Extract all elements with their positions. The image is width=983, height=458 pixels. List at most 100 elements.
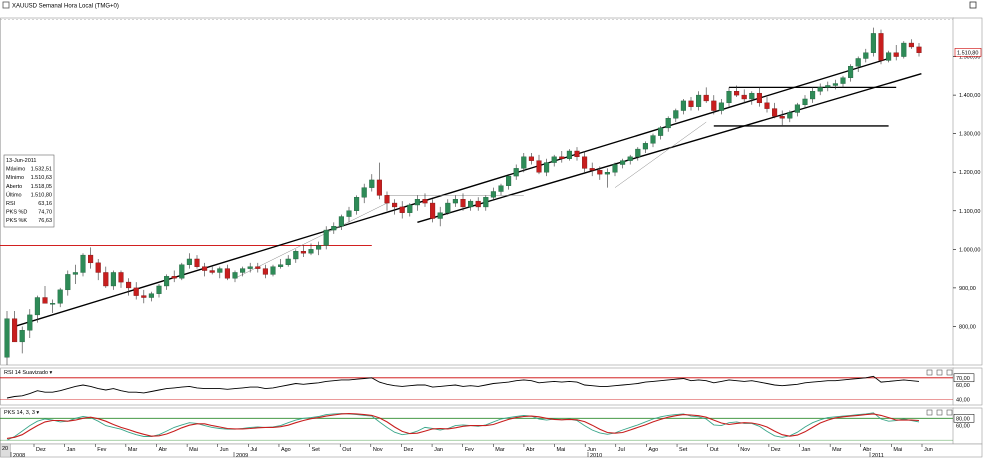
info-value: 1.532,51 xyxy=(31,167,52,173)
candle xyxy=(642,143,648,150)
candle xyxy=(749,92,755,100)
rsi-line xyxy=(6,375,920,399)
candle xyxy=(437,212,443,219)
candle xyxy=(262,268,268,275)
candle xyxy=(741,94,747,100)
pks-d-line xyxy=(6,413,920,439)
candle xyxy=(764,102,770,109)
rsi-panel-button[interactable] xyxy=(936,369,943,376)
candle xyxy=(483,197,489,208)
candle xyxy=(19,330,25,343)
price-axis xyxy=(952,17,983,366)
rsi-value-box xyxy=(953,373,975,383)
info-value: 63,16 xyxy=(38,201,52,207)
month-label: Ago xyxy=(281,447,291,453)
y-tick-label: 1.300,00 xyxy=(959,132,980,138)
candle xyxy=(50,303,56,305)
month-label: Set xyxy=(679,447,688,453)
candle xyxy=(27,314,33,331)
candle xyxy=(133,287,139,296)
candle xyxy=(95,262,101,273)
info-label: Mínimo xyxy=(6,175,24,181)
pks-panel-button[interactable] xyxy=(926,409,933,416)
month-label: Fev xyxy=(465,447,474,453)
month-label: Nov xyxy=(740,447,750,453)
time-axis-scroll[interactable] xyxy=(0,443,11,458)
last-price-label: 1.510,80 xyxy=(957,50,978,56)
helper-line xyxy=(234,202,388,279)
candle xyxy=(612,164,618,173)
y-tick-label: 1.000,00 xyxy=(959,247,980,253)
month-label: Dez xyxy=(771,447,781,453)
candle xyxy=(620,160,626,165)
title-bar xyxy=(0,0,983,10)
y-tick-label: 1.100,00 xyxy=(959,209,980,215)
pks-panel-button[interactable] xyxy=(936,409,943,416)
month-label: Set xyxy=(312,447,321,453)
candle xyxy=(475,200,481,208)
candle xyxy=(103,272,109,287)
pks-panel-button[interactable] xyxy=(946,409,953,416)
candle xyxy=(582,156,588,169)
month-label: Mar xyxy=(495,447,505,453)
candle xyxy=(680,100,686,111)
month-label: Abr xyxy=(158,447,167,453)
candle xyxy=(787,112,793,119)
info-label: Máximo xyxy=(6,167,25,173)
candle xyxy=(665,118,671,129)
chart-title: XAUUSD Semanal Hora Local (TMG+0) xyxy=(12,4,119,10)
candle xyxy=(772,108,778,117)
candle xyxy=(430,202,436,219)
candle xyxy=(460,199,466,208)
candle xyxy=(521,156,527,169)
pks-tick-label: 60,00 xyxy=(956,424,970,430)
candle xyxy=(870,33,876,53)
pks-value-label: 80,00 xyxy=(956,416,970,422)
candle xyxy=(589,168,595,171)
candle xyxy=(635,148,641,157)
month-label: Out xyxy=(710,447,719,453)
candle xyxy=(34,297,40,316)
pks-k-line xyxy=(6,412,920,441)
candle xyxy=(468,200,474,208)
candle xyxy=(908,42,914,48)
month-label: Mai xyxy=(893,447,902,453)
candle xyxy=(696,94,702,107)
candle xyxy=(422,199,428,204)
candle xyxy=(536,160,542,173)
rsi-panel-button[interactable] xyxy=(926,369,933,376)
month-label: Mai xyxy=(557,447,566,453)
window-maximize-button[interactable] xyxy=(969,1,977,9)
candle xyxy=(627,156,633,161)
candle xyxy=(893,52,899,57)
candle xyxy=(513,168,519,177)
candle xyxy=(179,264,185,279)
info-label: 13-Jun-2011 xyxy=(6,158,36,164)
month-label: Jul xyxy=(250,447,257,453)
candle xyxy=(392,202,398,208)
month-label: Mar xyxy=(832,447,842,453)
candle xyxy=(756,92,762,104)
candle xyxy=(673,110,679,119)
month-label: Jun xyxy=(220,447,229,453)
year-label: 2008 xyxy=(13,453,25,458)
candle xyxy=(916,46,922,53)
info-label: Último xyxy=(6,191,22,198)
month-label: Jan xyxy=(434,447,443,453)
helper-line xyxy=(614,121,707,188)
info-label: PKS %D xyxy=(6,210,27,216)
rsi-panel-button[interactable] xyxy=(946,369,953,376)
candle xyxy=(65,274,71,291)
chart-icon xyxy=(2,1,10,9)
candle xyxy=(688,100,694,107)
candle xyxy=(300,251,306,254)
candle xyxy=(141,295,147,298)
candle xyxy=(186,258,192,265)
candle xyxy=(658,127,664,136)
month-label: Jun xyxy=(924,447,933,453)
y-tick-label: 800,00 xyxy=(959,324,976,330)
candle xyxy=(316,245,322,250)
candle xyxy=(597,170,603,175)
candle xyxy=(726,91,732,104)
